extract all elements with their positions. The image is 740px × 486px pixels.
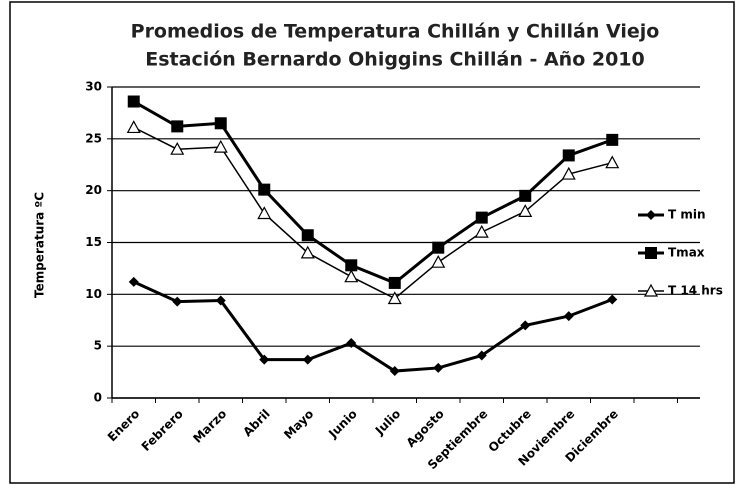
series-line: [133, 126, 613, 300]
point: [606, 133, 619, 146]
point: [257, 206, 272, 220]
point: [518, 204, 533, 217]
point: [563, 311, 574, 322]
point: [171, 120, 184, 133]
point: [475, 211, 488, 224]
point: [607, 294, 618, 305]
legend-label: T min: [668, 208, 706, 222]
point: [215, 295, 226, 306]
point: [433, 362, 444, 373]
point: [258, 183, 271, 196]
point: [646, 210, 656, 220]
point: [562, 149, 575, 162]
chart-title: Promedios de Temperatura Chillán y Chill…: [131, 21, 660, 43]
point: [128, 276, 139, 287]
y-tick-label: 15: [85, 235, 102, 249]
point: [214, 117, 227, 130]
point: [126, 120, 141, 134]
point: [302, 354, 313, 365]
point: [387, 291, 402, 305]
legend-item: T 14 hrs: [638, 284, 723, 298]
point: [301, 229, 314, 242]
point: [476, 350, 487, 361]
point: [389, 366, 400, 377]
point: [474, 224, 489, 238]
legend-item: T min: [638, 208, 706, 222]
legend-label: Tmax: [668, 246, 705, 260]
y-tick-label: 30: [85, 80, 102, 94]
y-tick-label: 20: [85, 183, 102, 197]
chart-subtitle: Estación Bernardo Ohiggins Chillán - Año…: [145, 49, 645, 71]
point: [388, 276, 401, 289]
point: [645, 247, 657, 259]
point: [431, 254, 446, 268]
point: [170, 141, 185, 155]
point: [127, 95, 140, 108]
point: [344, 269, 359, 283]
legend-item: Tmax: [638, 246, 705, 260]
series-line: [133, 100, 613, 285]
y-tick-label: 25: [85, 131, 102, 145]
point: [345, 259, 358, 272]
point: [172, 296, 183, 307]
point: [213, 139, 228, 153]
point: [561, 166, 576, 180]
legend-label: T 14 hrs: [668, 284, 723, 298]
point: [643, 283, 659, 297]
point: [605, 155, 620, 169]
point: [346, 338, 357, 349]
y-tick-label: 5: [94, 339, 102, 353]
point: [300, 245, 315, 259]
point: [259, 354, 270, 365]
y-tick-label: 0: [94, 391, 102, 405]
series-line: [133, 280, 613, 373]
y-axis-label: Temperatura ºC: [33, 192, 47, 298]
point: [520, 320, 531, 331]
point: [519, 189, 532, 202]
y-tick-label: 10: [85, 287, 102, 301]
point: [432, 241, 445, 254]
